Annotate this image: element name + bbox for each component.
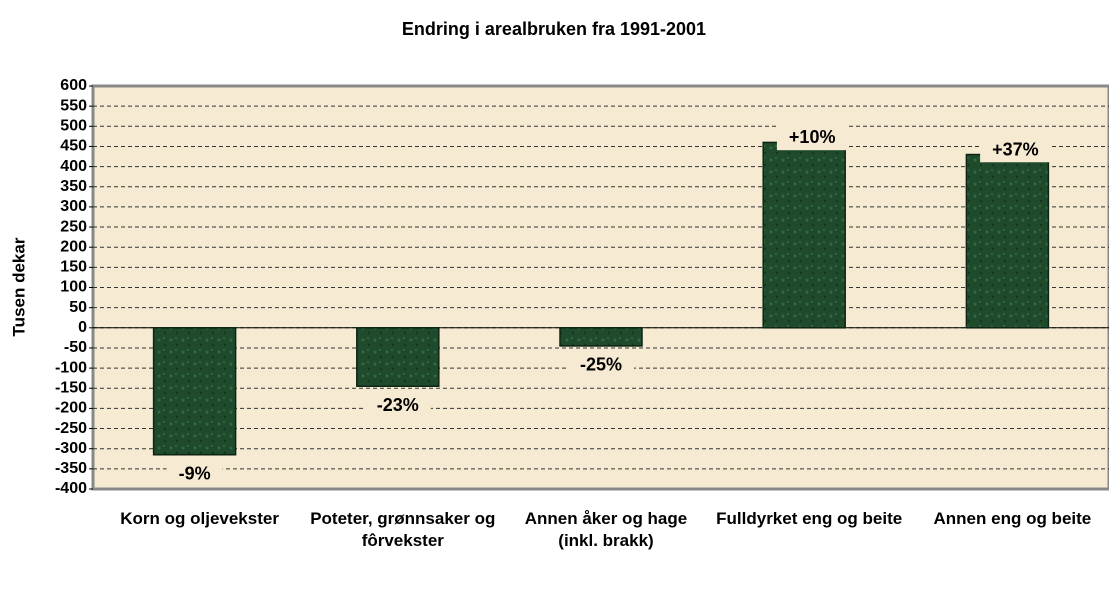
x-tick-label: Korn og oljevekster <box>120 509 279 528</box>
bar-label-bg <box>776 124 848 151</box>
bar <box>152 327 237 456</box>
bar <box>559 327 643 347</box>
y-tick-label: 150 <box>60 259 87 276</box>
y-axis-label: Tusen dekar <box>9 237 28 336</box>
bar-label-bg <box>364 391 431 418</box>
y-tick-label: -100 <box>55 359 87 376</box>
y-tick-label: 100 <box>60 279 87 296</box>
y-tick-label: 500 <box>60 118 87 135</box>
y-tick-label: -350 <box>55 460 87 477</box>
y-tick-label: 600 <box>60 77 87 94</box>
y-tick-label: 550 <box>60 97 87 114</box>
bar-label: -25% <box>580 355 622 375</box>
chart-title: Endring i arealbruken fra 1991-2001 <box>402 19 706 39</box>
x-tick-label: Annen eng og beite <box>933 509 1092 528</box>
bar-label-bg <box>567 351 635 378</box>
y-tick-label: 250 <box>60 218 87 235</box>
y-tick-label: -400 <box>55 480 87 497</box>
y-tick-label: 50 <box>69 299 87 316</box>
bar-label-bg <box>166 460 223 487</box>
x-tick-label: Annen åker og hage (inkl. brakk) <box>524 509 688 550</box>
x-tick-label: Poteter, grønnsaker og fôrvekster <box>310 509 496 550</box>
bar-label-bg <box>980 136 1051 163</box>
bar-label: -23% <box>377 395 419 415</box>
y-tick-label: 400 <box>60 158 87 175</box>
bar-label: -9% <box>179 463 211 483</box>
y-tick-label: 300 <box>60 198 87 215</box>
bar <box>762 141 846 329</box>
x-tick-label: Fulldyrket eng og beite <box>716 509 903 528</box>
y-tick-label: 350 <box>60 178 87 195</box>
y-tick-label: -150 <box>55 379 87 396</box>
bar <box>965 153 1050 329</box>
bar-label: +10% <box>789 127 836 147</box>
y-tick-label: -50 <box>64 339 87 356</box>
y-tick-label: -250 <box>55 420 87 437</box>
y-tick-label: 450 <box>60 138 87 155</box>
y-tick-label: -200 <box>55 400 87 417</box>
y-tick-label: 0 <box>78 319 87 336</box>
y-tick-label: -300 <box>55 440 87 457</box>
bar-label: +37% <box>992 139 1039 159</box>
bar <box>356 327 440 387</box>
y-tick-label: 200 <box>60 238 87 255</box>
